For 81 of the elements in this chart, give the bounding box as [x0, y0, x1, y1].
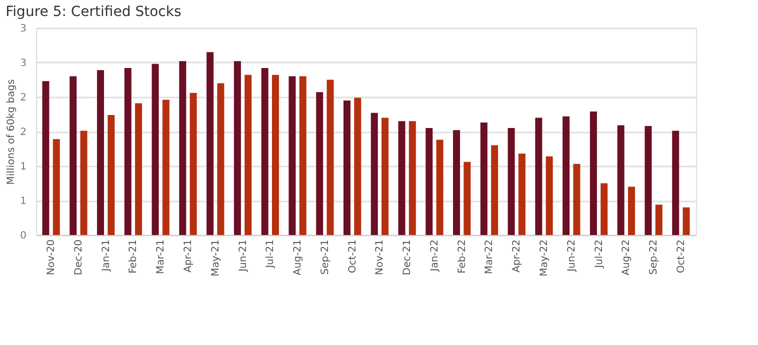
x-tick-label: Jun-21 [238, 240, 249, 272]
bar [508, 128, 515, 235]
y-tick-label: 3 [20, 24, 26, 34]
bar [42, 81, 50, 235]
x-tick-label: Jun-22 [566, 240, 578, 272]
x-tick-label: Nov-21 [374, 240, 386, 276]
bar [162, 100, 170, 235]
x-tick-label: Jan-22 [429, 240, 440, 272]
bar [299, 76, 306, 235]
bar [261, 68, 268, 235]
x-tick-label: Nov-20 [46, 240, 58, 276]
bar [354, 98, 362, 235]
x-tick-label: Feb-22 [456, 240, 468, 274]
x-tick-label: Sep-21 [320, 240, 331, 275]
x-tick-label: Apr-21 [182, 240, 194, 272]
bar [190, 92, 197, 235]
bar [480, 122, 488, 235]
y-axis-title: Millions of 60kg bags [6, 79, 18, 185]
bar [179, 61, 186, 235]
x-tick-label: Aug-22 [621, 240, 632, 276]
x-tick-label: Apr-22 [512, 240, 523, 272]
bar [426, 128, 433, 235]
x-tick-label: Feb-21 [128, 240, 140, 274]
bar [343, 100, 350, 235]
x-tick-label: Dec-20 [73, 240, 84, 276]
bar [97, 70, 104, 235]
bar [382, 118, 389, 235]
x-tick-label: Mar-22 [484, 240, 496, 274]
bar [546, 156, 553, 235]
y-tick-label: 2 [20, 92, 26, 104]
bar [108, 114, 115, 235]
x-tick-label: May-22 [539, 240, 550, 276]
bar [152, 64, 159, 235]
bar [644, 126, 652, 235]
x-tick-label: Oct-22 [676, 240, 687, 274]
bar [124, 68, 132, 235]
bar [70, 76, 77, 235]
x-tick-label: Mar-21 [156, 240, 167, 274]
bar [464, 162, 471, 235]
bar [408, 121, 416, 235]
bar [617, 125, 624, 235]
y-tick-label: 0 [20, 230, 26, 242]
x-tick-label: May-21 [210, 240, 222, 276]
bar [600, 183, 608, 235]
bar [398, 121, 406, 235]
bar [370, 112, 378, 235]
bar [52, 139, 60, 235]
x-tick-label: Jul-21 [265, 240, 276, 269]
bar [272, 74, 279, 235]
bar [436, 140, 444, 235]
bar [590, 111, 597, 235]
bar [682, 207, 690, 235]
bar [628, 186, 635, 235]
bar [672, 130, 680, 235]
x-tick-label: Sep-22 [648, 240, 660, 275]
x-tick-label: Dec-21 [402, 240, 414, 276]
y-tick-label: 3 [20, 58, 26, 69]
y-tick-label: 2 [20, 127, 26, 138]
x-tick-label: Aug-21 [292, 240, 304, 276]
bar [518, 154, 526, 235]
x-tick-label: Jul-22 [594, 240, 605, 269]
bar [206, 52, 214, 235]
bar [135, 103, 142, 235]
bar [316, 92, 324, 235]
y-tick-label: 1 [20, 196, 26, 207]
bar [80, 130, 88, 235]
bar [491, 145, 498, 235]
bar [453, 130, 460, 235]
bar [655, 204, 662, 235]
bar [573, 164, 580, 235]
bar [217, 83, 224, 235]
chart-title: Figure 5: Certified Stocks [6, 4, 182, 20]
bar [326, 80, 334, 235]
bar [535, 118, 542, 235]
x-tick-label: Oct-21 [347, 240, 358, 274]
bar [562, 116, 570, 235]
bar [244, 74, 252, 235]
bar [234, 61, 241, 235]
y-tick-label: 1 [20, 162, 26, 172]
bar [288, 76, 296, 235]
x-tick-label: Jan-21 [100, 240, 112, 272]
